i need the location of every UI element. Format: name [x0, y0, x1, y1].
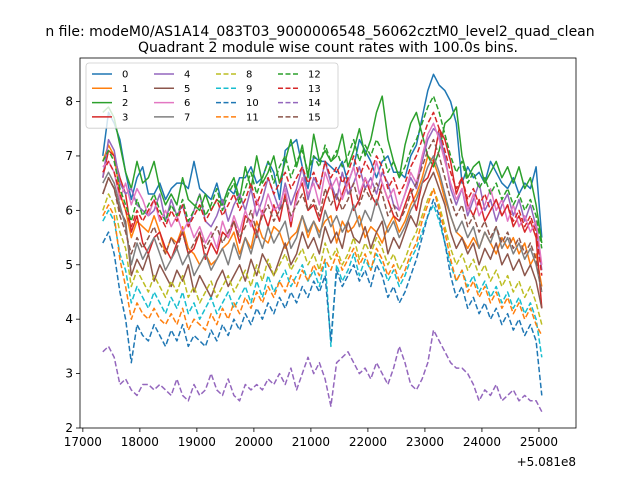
x-axis: 17000 18000 19000 20000 21000 22000 23000 24000… — [64, 428, 558, 449]
y-tick-label: 3 — [65, 367, 73, 381]
y-tick-label: 2 — [65, 421, 73, 435]
legend-label-5: 5 — [184, 84, 190, 95]
series-line-14 — [102, 329, 543, 413]
x-tick-label: 18000 — [121, 435, 159, 449]
y-tick-label: 7 — [65, 149, 73, 163]
legend-box — [85, 62, 339, 129]
series-line-15 — [102, 138, 543, 293]
legend-label-8: 8 — [246, 70, 252, 81]
series-line-11 — [102, 187, 543, 336]
legend-label-6: 6 — [184, 98, 190, 109]
legend-label-14: 14 — [308, 98, 321, 109]
legend-label-4: 4 — [184, 70, 190, 81]
x-tick-label: 20000 — [235, 435, 273, 449]
series-line-6 — [102, 122, 543, 265]
x-offset-label: +5.081e8 — [517, 455, 576, 469]
x-tick-label: 25000 — [520, 435, 558, 449]
y-tick-label: 4 — [65, 312, 73, 326]
series-line-8 — [102, 187, 543, 325]
figure-suptitle: n file: modeM0/AS1A14_083T03_9000006548_… — [45, 24, 594, 40]
y-tick-label: 8 — [65, 95, 73, 109]
legend-label-1: 1 — [122, 84, 128, 95]
x-tick-label: 23000 — [406, 435, 444, 449]
series-line-9 — [102, 204, 543, 358]
series-line-10 — [102, 198, 543, 396]
x-tick-label: 24000 — [463, 435, 501, 449]
x-tick-label: 19000 — [178, 435, 216, 449]
y-axis: 2 3 4 5 6 7 8 — [65, 95, 80, 435]
legend-label-13: 13 — [308, 84, 321, 95]
plot-frame — [79, 57, 577, 429]
legend-label-9: 9 — [246, 84, 252, 95]
legend-label-12: 12 — [308, 70, 321, 81]
legend-label-3: 3 — [122, 112, 128, 123]
legend-label-0: 0 — [122, 70, 128, 81]
chart-title: Quadrant 2 module wise count rates with … — [138, 40, 518, 56]
x-tick-label: 17000 — [64, 435, 102, 449]
legend-label-15: 15 — [308, 112, 321, 123]
series-line-0 — [102, 73, 543, 238]
legend-label-7: 7 — [184, 112, 190, 123]
series-line-5 — [102, 171, 543, 309]
legend-label-10: 10 — [246, 98, 259, 109]
y-tick-label: 5 — [65, 258, 73, 272]
x-tick-label: 21000 — [292, 435, 330, 449]
legend-label-2: 2 — [122, 98, 128, 109]
series-line-13 — [102, 111, 543, 276]
series-line-7 — [102, 155, 543, 293]
series-line-12 — [102, 95, 543, 249]
x-tick-label: 22000 — [349, 435, 387, 449]
legend-label-11: 11 — [246, 112, 259, 123]
series-layer — [102, 73, 543, 413]
y-tick-label: 6 — [65, 203, 73, 217]
